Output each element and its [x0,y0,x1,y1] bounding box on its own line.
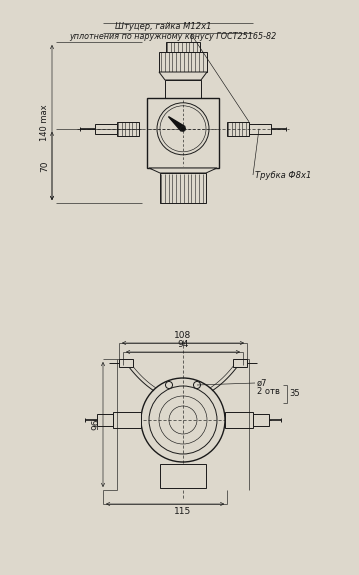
Polygon shape [168,117,185,131]
Text: 94: 94 [177,340,189,349]
Bar [147,98,219,168]
Text: 2 отв: 2 отв [257,388,280,397]
Text: 140 max: 140 max [40,104,49,141]
Text: уплотнения по наружному конусу ГОСТ25165-82: уплотнения по наружному конусу ГОСТ25165… [69,32,277,41]
Text: 70: 70 [40,160,49,172]
Bar [166,42,200,52]
Bar [233,359,247,367]
Circle shape [169,406,197,434]
Circle shape [141,378,225,462]
Bar [119,359,133,367]
Bar [160,173,206,203]
Text: ø7: ø7 [257,378,267,388]
Bar [225,412,253,428]
Bar [113,412,141,428]
Circle shape [157,103,209,155]
Text: 115: 115 [174,507,192,516]
Circle shape [165,381,173,389]
Circle shape [159,396,207,444]
Bar [227,122,249,136]
Circle shape [149,386,217,454]
Text: 35: 35 [289,389,300,398]
Polygon shape [149,168,217,173]
Text: 108: 108 [174,331,192,340]
Bar [95,124,117,134]
Circle shape [194,381,200,389]
Bar [159,52,207,72]
Bar [249,124,271,134]
Polygon shape [159,72,207,80]
Bar [117,122,139,136]
Circle shape [160,106,206,152]
Text: Штуцер, гайка М12х1: Штуцер, гайка М12х1 [115,22,211,31]
Text: 96: 96 [91,419,100,430]
Bar [97,414,113,426]
Bar [160,464,206,488]
Bar [253,414,269,426]
Text: Трубка Ф8х1: Трубка Ф8х1 [255,171,311,179]
Bar [165,80,201,98]
Circle shape [181,126,186,131]
